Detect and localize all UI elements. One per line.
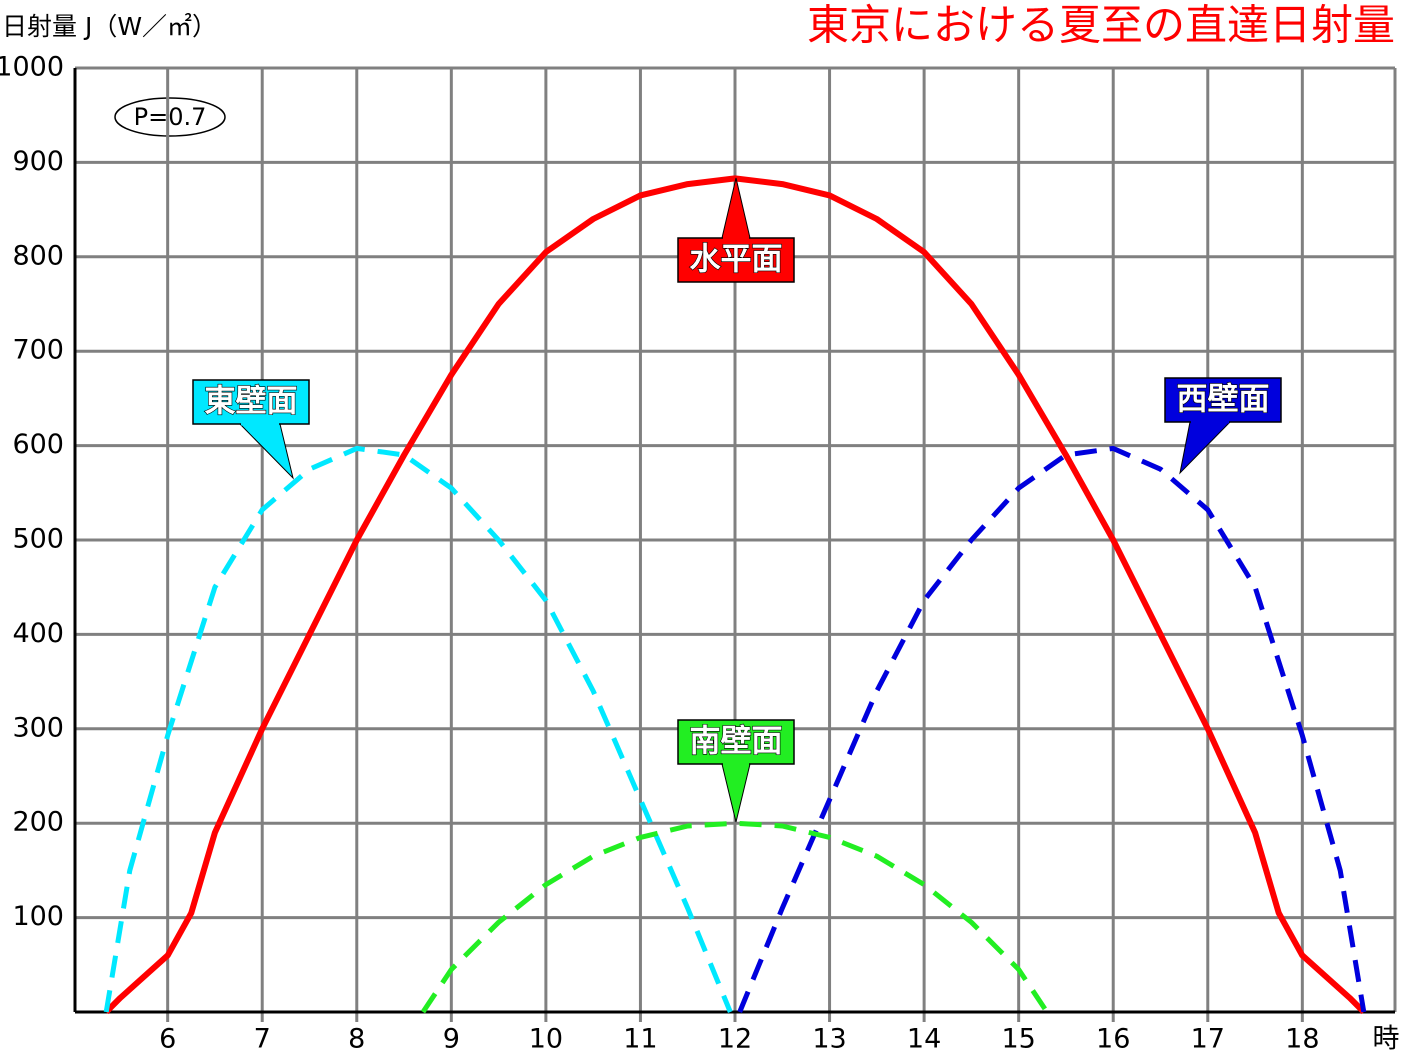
callout-arrow: [1179, 421, 1232, 475]
callout-label: 水平面: [690, 242, 783, 278]
grid: [75, 66, 1395, 1022]
annotation-frame: [114, 97, 226, 137]
y-tick-label: 900: [12, 146, 64, 177]
x-tick-label: 9: [443, 1024, 460, 1055]
y-tick-label: 700: [12, 335, 64, 366]
series-line: [103, 445, 733, 1013]
y-tick-label: 300: [12, 712, 64, 743]
y-tick-label: 1000: [0, 52, 64, 83]
x-tick-label: 7: [254, 1024, 271, 1055]
y-tick-label: 600: [12, 429, 64, 460]
x-tick-label: 14: [907, 1024, 941, 1055]
callout-arrow: [721, 763, 751, 823]
x-tick-label: 15: [1001, 1024, 1035, 1055]
series-line: [104, 175, 1366, 1015]
callout-label: 南壁面: [690, 724, 783, 760]
y-tick-label: 100: [12, 901, 64, 932]
x-tick-label: 6: [159, 1024, 176, 1055]
x-tick-label: 11: [623, 1024, 657, 1055]
x-tick-label: 17: [1191, 1024, 1225, 1055]
y-axis-label: 日射量 J（W／㎡）: [2, 12, 217, 41]
x-tick-label: 8: [348, 1024, 365, 1055]
callout-label: 東壁面: [205, 384, 298, 420]
callout-arrow: [721, 177, 751, 239]
chart-title: 東京における夏至の直達日射量: [807, 1, 1395, 50]
x-tick-label: 10: [529, 1024, 563, 1055]
annotation: P=0.7: [134, 103, 207, 131]
callout-box: [677, 237, 795, 283]
y-tick-label: 800: [12, 240, 64, 271]
x-tick-label: 18: [1285, 1024, 1319, 1055]
x-tick-label: 13: [812, 1024, 846, 1055]
y-tick-label: 200: [12, 807, 64, 838]
callout-arrow: [238, 423, 294, 480]
y-tick-label: 400: [12, 618, 64, 649]
callout-label: 西壁面: [1177, 382, 1270, 418]
y-tick-label: 500: [12, 524, 64, 555]
x-tick-label: 16: [1096, 1024, 1130, 1055]
x-axis-label: 時: [1373, 1024, 1400, 1055]
x-tick-label: 12: [718, 1024, 752, 1055]
callout-box: [192, 379, 310, 425]
